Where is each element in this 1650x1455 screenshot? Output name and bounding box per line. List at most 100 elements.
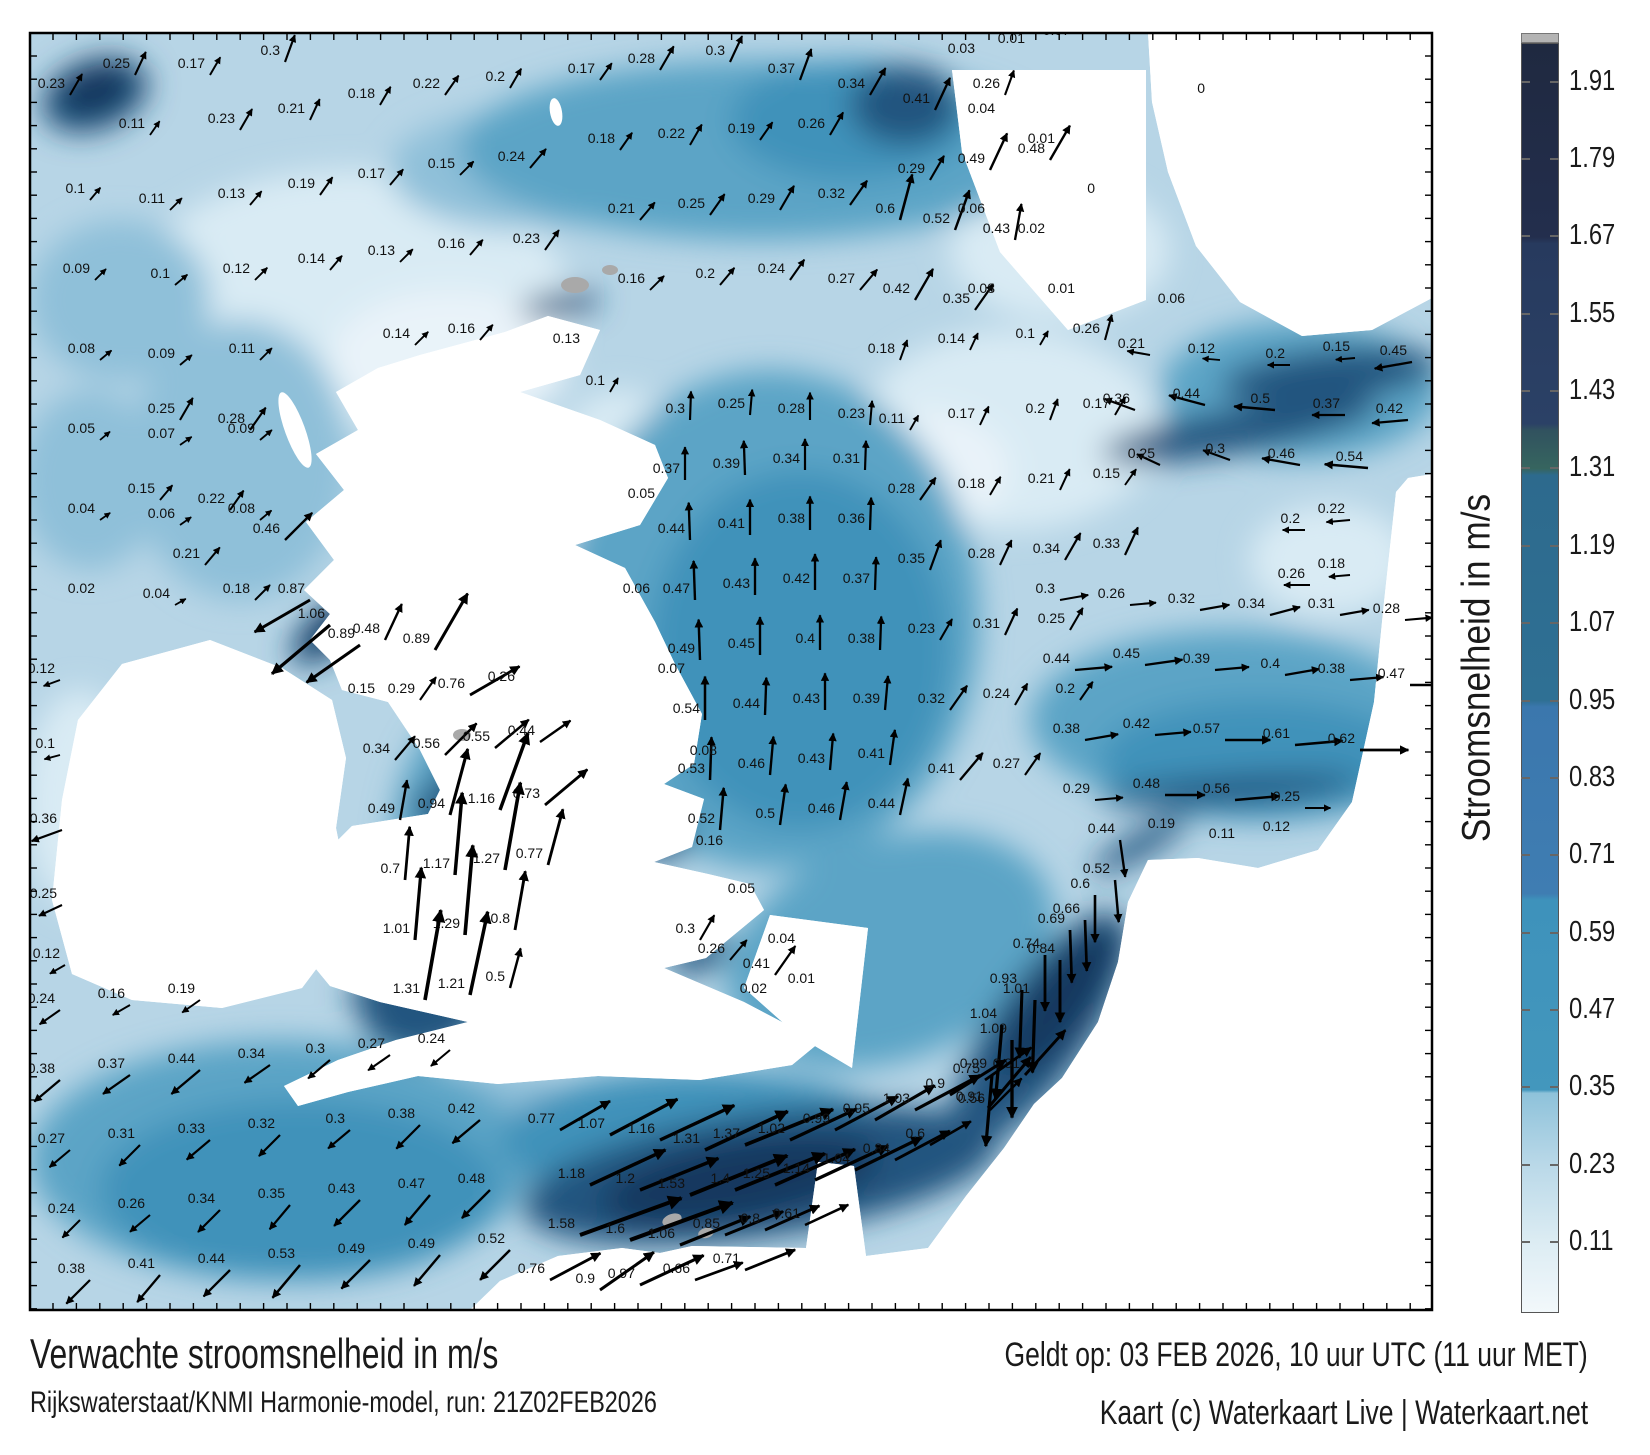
current-arrow (1328, 572, 1351, 580)
current-value-label: 0.08 (68, 340, 95, 356)
current-value-label: 1.31 (673, 1130, 700, 1146)
current-value-label: 0.22 (1318, 500, 1345, 516)
current-value-label: 0.28 (888, 480, 915, 496)
current-arrow (986, 1056, 1032, 1109)
current-value-label: 0.2 (1281, 510, 1301, 526)
current-arrow (599, 62, 613, 81)
current-arrow (383, 603, 403, 641)
island-orkney-2 (602, 265, 618, 275)
current-value-label: 0.12 (28, 660, 55, 676)
current-arrow (953, 189, 971, 231)
current-arrow (898, 173, 915, 221)
current-arrow (694, 1261, 744, 1282)
map-title: Verwachte stroomsnelheid in m/s (30, 1330, 499, 1377)
colorbar-tick-mark (1550, 80, 1559, 83)
current-arrow (1069, 607, 1084, 631)
current-arrow (129, 1214, 151, 1233)
current-arrow (1079, 681, 1094, 701)
current-arrow (686, 390, 695, 421)
current-value-label: 0.11 (119, 115, 145, 131)
colorbar-tick-mark (1550, 854, 1559, 857)
colorbar-tick-mark (1521, 390, 1530, 393)
current-arrow (869, 67, 887, 96)
current-value-label: 0.06 (1158, 290, 1185, 306)
copyright-credit: Kaart (c) Waterkaart Live | Waterkaart.n… (1099, 1394, 1588, 1432)
current-arrow (974, 283, 995, 311)
current-value-label: 0.18 (348, 85, 375, 101)
colorbar-tick-label: 1.79 (1569, 142, 1616, 175)
current-value-label: 0.13 (218, 185, 245, 201)
current-arrow (1004, 69, 1016, 96)
current-arrow (1294, 736, 1344, 747)
current-value-label: 0.44 (733, 695, 760, 711)
current-value-label: 1.01 (383, 920, 410, 936)
current-arrow (1103, 314, 1114, 341)
current-arrow (494, 718, 530, 749)
current-arrow (969, 332, 979, 351)
current-value-label: 0.75 (953, 1060, 980, 1076)
current-arrow (539, 719, 572, 743)
current-arrow (768, 735, 778, 776)
current-value-label: 0.42 (448, 1100, 475, 1116)
current-arrow (99, 430, 111, 441)
current-arrow (883, 675, 892, 711)
current-arrow (1404, 614, 1432, 623)
current-value-label: 0.34 (838, 75, 865, 91)
current-arrow (1039, 330, 1049, 346)
current-value-label: 0.17 (1083, 395, 1110, 411)
current-value-label: 0.19 (1148, 815, 1175, 831)
current-value-label: 0.17 (178, 55, 205, 71)
current-value-label: 0.24 (758, 260, 785, 276)
current-value-label: 0.33 (178, 1120, 205, 1136)
current-arrow (448, 747, 471, 816)
current-value-label: 0.56 (958, 1090, 985, 1106)
current-value-label: 0.52 (1083, 860, 1110, 876)
current-value-label: 0.07 (148, 425, 175, 441)
current-arrow (798, 48, 813, 81)
current-arrow (1124, 526, 1139, 556)
current-value-label: 0.06 (623, 580, 650, 596)
current-value-label: 0.99 (960, 1055, 987, 1071)
current-arrow (413, 866, 427, 941)
current-value-label: 0.04 (143, 585, 170, 601)
current-arrow (1064, 532, 1082, 561)
current-value-label: 0.39 (853, 690, 880, 706)
current-arrow (1023, 1029, 1067, 1076)
current-value-label: 0.24 (983, 685, 1010, 701)
colorbar-tick-label: 1.43 (1569, 374, 1616, 407)
current-value-label: 0.36 (30, 810, 57, 826)
current-value-label: 0.43 (723, 575, 750, 591)
current-arrow (689, 560, 699, 601)
current-value-label: 0.42 (1123, 715, 1150, 731)
current-value-label: 0.34 (363, 740, 390, 756)
current-arrow (254, 267, 268, 281)
island-orkney-1 (561, 277, 589, 293)
current-value-label: 0.09 (228, 420, 255, 436)
current-arrow (1059, 468, 1071, 491)
colorbar-tick-label: 0.47 (1569, 993, 1616, 1025)
current-value-label: 0.26 (1073, 320, 1100, 336)
current-arrow (1199, 602, 1231, 612)
current-value-label: 0.47 (1378, 665, 1405, 681)
current-value-label: 0.6 (1071, 875, 1091, 891)
colorbar-tick-mark (1521, 158, 1530, 161)
current-arrow (1004, 607, 1019, 636)
current-value-label: 0.4 (1261, 655, 1281, 671)
current-value-label: 0.21 (278, 100, 305, 116)
current-value-label: 0.2 (486, 68, 506, 84)
current-arrow (270, 623, 332, 675)
current-arrow (599, 1251, 655, 1292)
current-value-label: 0.15 (348, 680, 375, 696)
current-value-label: 1.16 (628, 1120, 655, 1136)
current-value-label: 0.12 (1263, 818, 1290, 834)
current-arrow (629, 1200, 734, 1242)
current-value-label: 0.34 (1238, 595, 1265, 611)
current-arrow (69, 73, 83, 96)
current-arrow (689, 123, 703, 146)
colorbar-tick-mark (1521, 854, 1530, 857)
current-value-label: 0.41 (128, 1255, 155, 1271)
current-arrow (118, 1144, 141, 1167)
current-value-label: 0.28 (778, 400, 805, 416)
current-arrow (1049, 398, 1059, 421)
current-value-label: 0.25 (1273, 788, 1300, 804)
